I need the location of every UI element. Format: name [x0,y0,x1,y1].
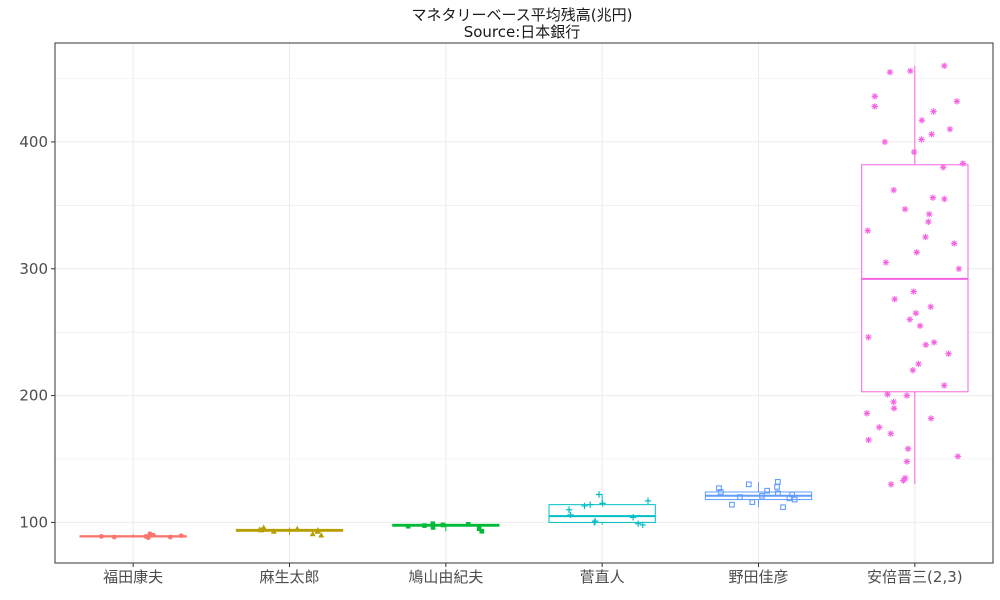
data-point [864,410,870,416]
data-point [913,310,919,316]
data-point [746,482,751,487]
data-point [750,500,755,505]
jitter-points [99,63,966,540]
data-point [891,187,897,193]
box-1 [236,527,342,535]
data-point [913,249,919,255]
data-point [902,206,908,212]
data-point [910,367,916,373]
data-point [917,323,923,329]
box-3 [549,495,655,525]
data-point [919,117,925,123]
data-point [406,524,411,529]
box-5 [862,66,968,485]
y-axis: 100 200 300 400 [19,133,55,531]
data-point [923,342,929,348]
panel-border [55,43,993,563]
y-tick-label: 200 [19,387,48,405]
data-point [940,164,946,170]
data-point [876,424,882,430]
data-point [179,533,184,538]
category-label: 福田康夫 [103,568,163,586]
chart-title: マネタリーベース平均残高(兆円) [412,6,633,24]
data-point [99,534,104,539]
data-point [911,149,917,155]
box-iqr [549,505,655,523]
data-point [422,523,427,528]
data-point [928,131,934,137]
data-point [954,98,960,104]
category-label: 鳩山由紀夫 [408,568,483,586]
data-point [887,69,893,75]
data-point [910,288,916,294]
data-point [112,535,117,540]
data-point [891,296,897,302]
category-label: 菅直人 [580,568,625,586]
y-tick-label: 400 [19,133,48,151]
data-point [956,266,962,272]
data-point [144,534,149,539]
data-point [888,481,894,487]
y-tick-label: 300 [19,260,48,278]
data-point [941,382,947,388]
data-point [882,139,888,145]
data-point [872,93,878,99]
data-point [884,391,890,397]
data-point [951,240,957,246]
data-point [883,259,889,265]
data-point [477,526,482,531]
data-point [925,219,931,225]
data-point [931,339,937,345]
data-point [904,392,910,398]
category-label: 野田佳彦 [728,568,788,586]
data-point [941,63,947,69]
data-point [888,430,894,436]
data-point [927,304,933,310]
data-point [945,351,951,357]
data-point [890,399,896,405]
boxplots [80,66,968,538]
data-point [441,523,446,528]
data-point [918,136,924,142]
chart-subtitle: Source:日本銀行 [464,23,581,41]
data-point [865,437,871,443]
x-axis: 福田康夫 麻生太郎 鳩山由紀夫 菅直人 野田佳彦 安倍晋三(2,3) [103,563,962,586]
data-point [928,415,934,421]
data-point [904,458,910,464]
data-point [730,502,735,507]
data-point [645,498,651,504]
data-point [168,535,173,540]
data-point [922,234,928,240]
data-point [776,480,781,485]
data-point [907,68,913,74]
data-point [775,485,780,490]
data-point [930,108,936,114]
data-point [891,405,897,411]
data-point [902,475,908,481]
data-point [865,334,871,340]
category-label: 安倍晋三(2,3) [867,568,963,586]
data-point [872,103,878,109]
grid [55,43,993,563]
data-point [466,522,471,527]
data-point [955,453,961,459]
data-point [781,505,786,510]
data-point [915,361,921,367]
data-point [294,526,300,531]
data-point [905,446,911,452]
data-point [596,491,602,497]
data-point [947,126,953,132]
data-point [930,195,936,201]
data-point [907,316,913,322]
category-label: 麻生太郎 [259,568,319,586]
data-point [941,196,947,202]
data-point [431,525,436,530]
y-tick-label: 100 [19,513,48,531]
data-point [151,533,156,538]
data-point [926,211,932,217]
data-point [960,160,966,166]
data-point [865,228,871,234]
